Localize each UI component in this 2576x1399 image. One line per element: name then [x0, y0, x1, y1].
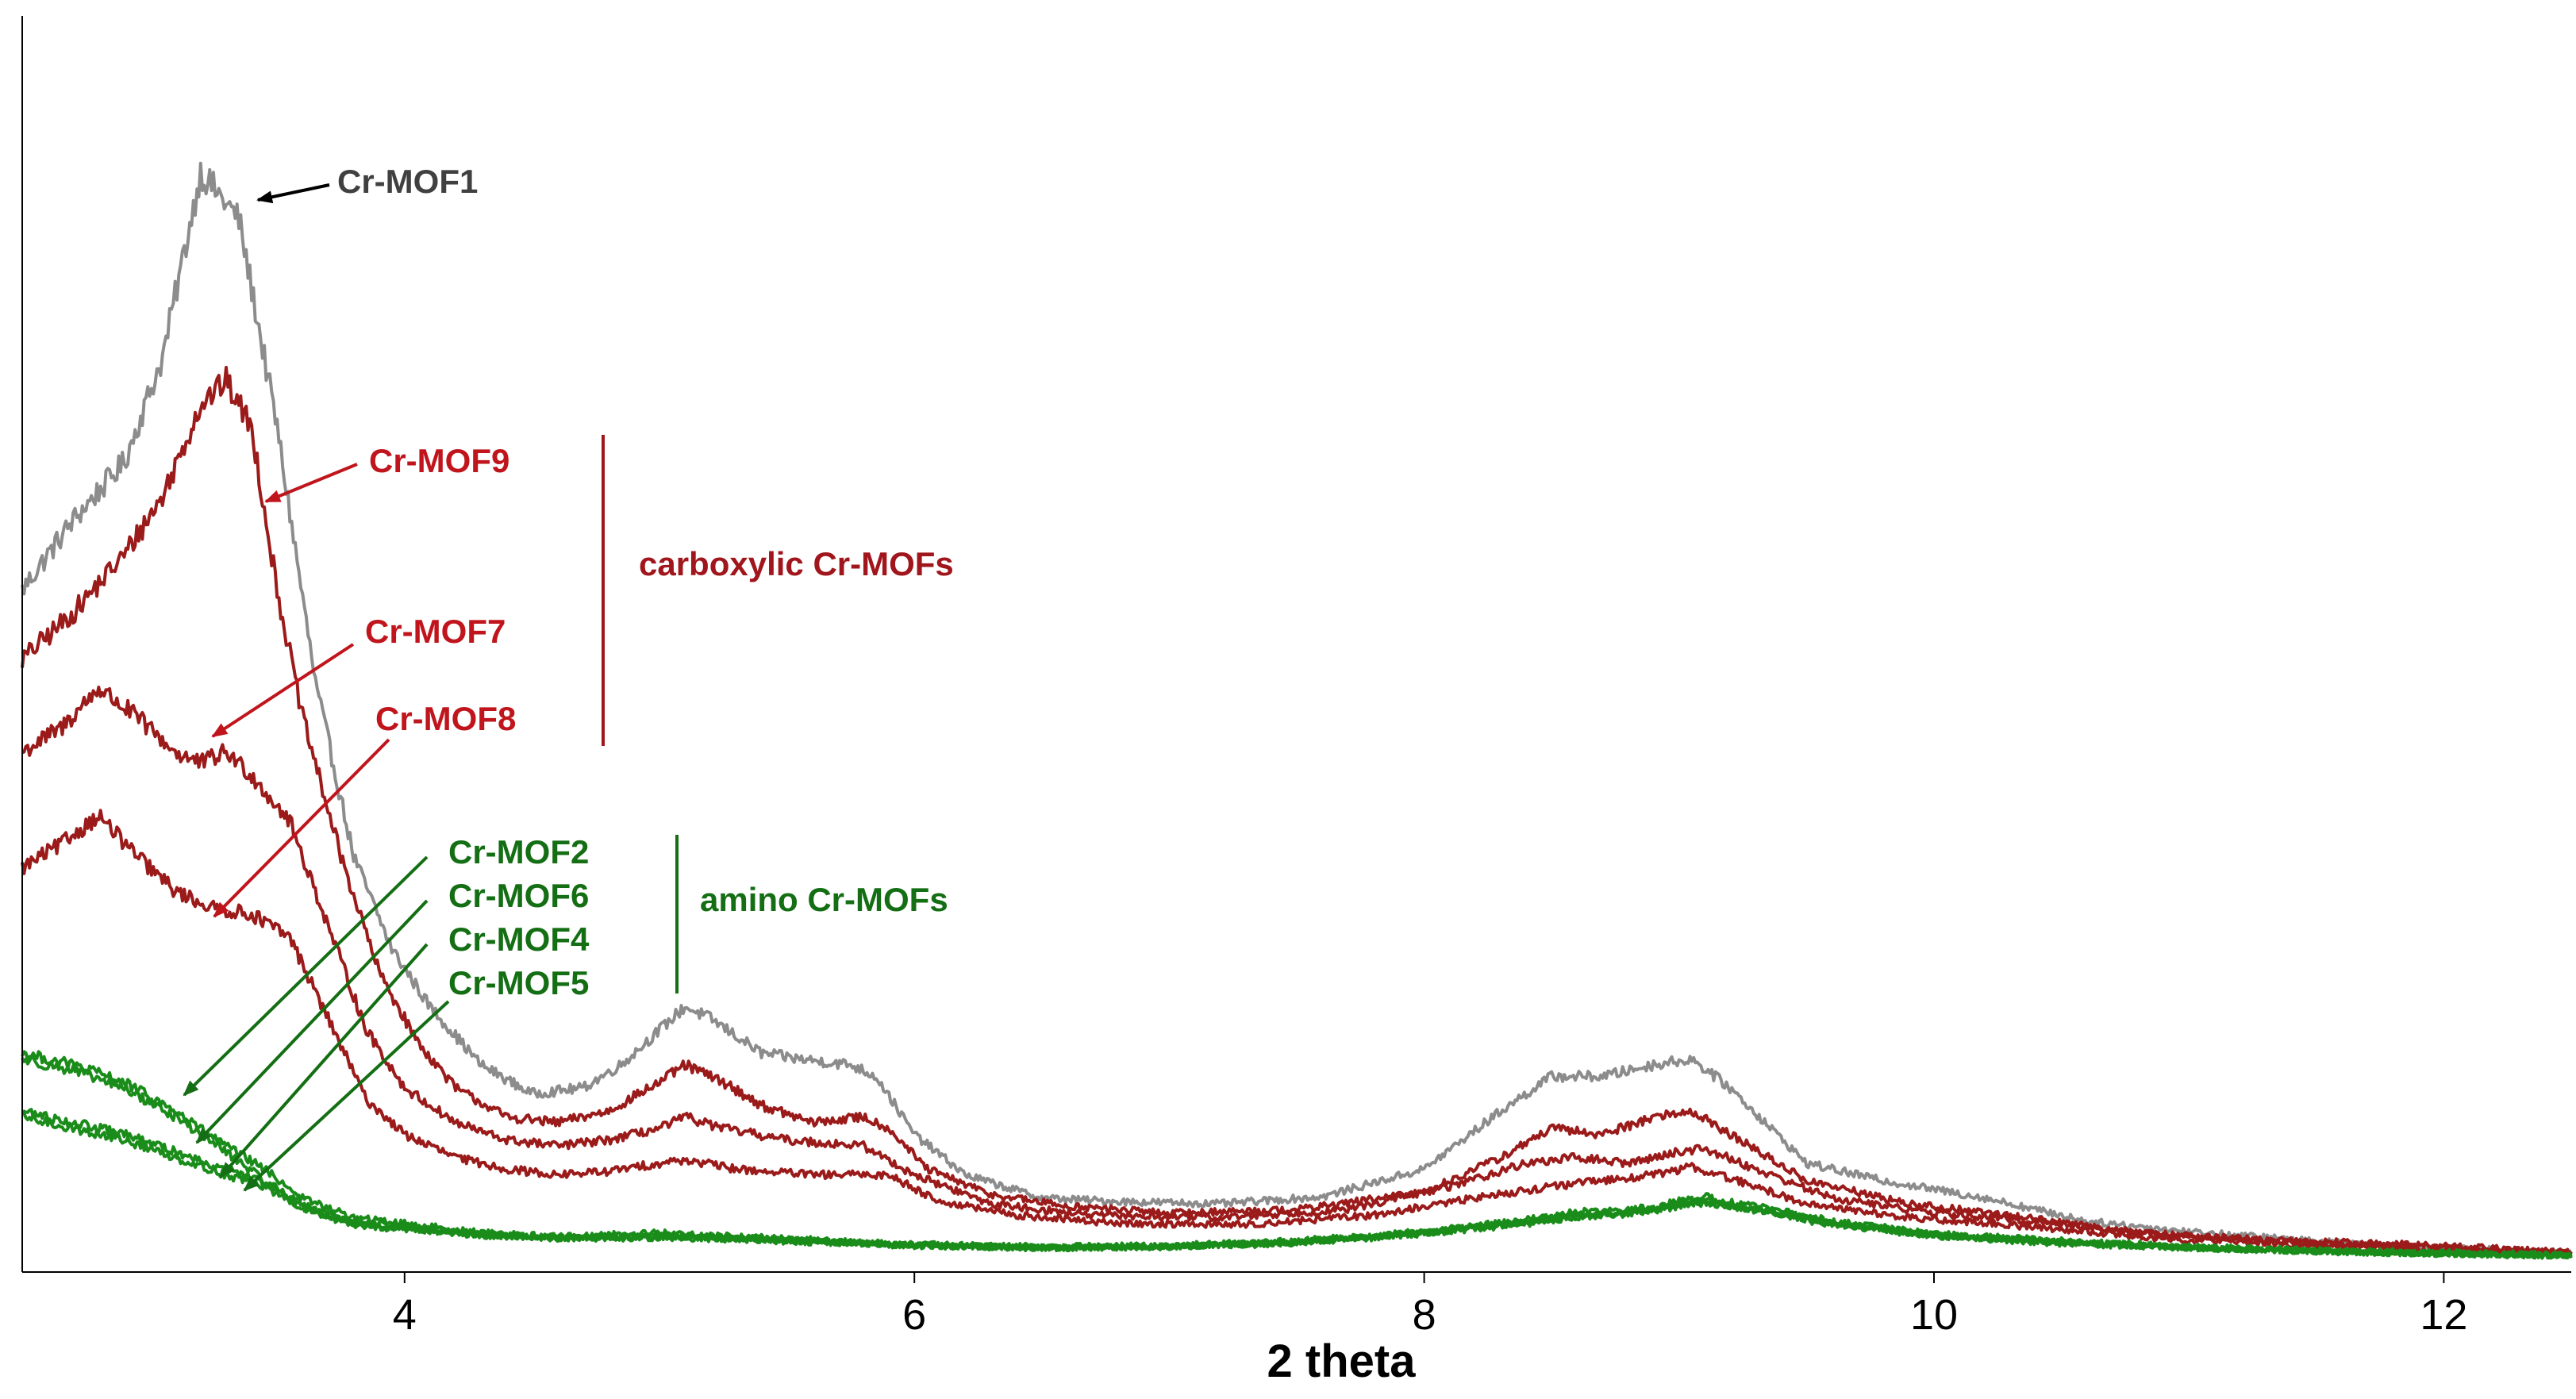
- arrow-cr-mof4: [219, 943, 429, 1178]
- x-tick-label-8: 8: [1413, 1291, 1436, 1339]
- x-tick-label-10: 10: [1910, 1291, 1958, 1339]
- arrow-cr-mof9: [264, 463, 358, 503]
- x-tick-layer: 4 6 8 10 12: [393, 1272, 2467, 1339]
- label-cr-mof6: Cr-MOF6: [448, 877, 589, 914]
- arrow-cr-mof2: [183, 855, 429, 1097]
- x-tick-label-4: 4: [393, 1291, 417, 1339]
- arrow-cr-mof7: [211, 643, 355, 738]
- series-line-cr-mof8: [21, 809, 2573, 1259]
- label-cr-mof7: Cr-MOF7: [365, 613, 506, 650]
- series-line-cr-mof7: [21, 686, 2572, 1256]
- label-carboxylic-group: carboxylic Cr-MOFs: [639, 545, 954, 582]
- x-tick-label-12: 12: [2420, 1291, 2467, 1339]
- x-axis-title: 2 theta: [1267, 1336, 1417, 1387]
- label-cr-mof1: Cr-MOF1: [337, 163, 478, 200]
- label-cr-mof4: Cr-MOF4: [448, 920, 590, 958]
- arrow-cr-mof6: [195, 899, 429, 1144]
- label-amino-group: amino Cr-MOFs: [700, 881, 948, 918]
- arrow-cr-mof8: [213, 738, 390, 918]
- label-cr-mof9: Cr-MOF9: [369, 442, 509, 479]
- arrow-cr-mof1: [256, 183, 330, 204]
- series-layer: [21, 161, 2573, 1260]
- series-line-cr-mof5: [21, 1108, 2573, 1260]
- series-line-cr-mof1: [21, 161, 2572, 1257]
- label-cr-mof2: Cr-MOF2: [448, 833, 589, 871]
- x-tick-label-6: 6: [902, 1291, 926, 1339]
- series-line-cr-mof9: [21, 366, 2572, 1257]
- label-cr-mof5: Cr-MOF5: [448, 964, 589, 1001]
- arrow-cr-mof5: [243, 1000, 450, 1192]
- label-cr-mof8: Cr-MOF8: [375, 700, 516, 737]
